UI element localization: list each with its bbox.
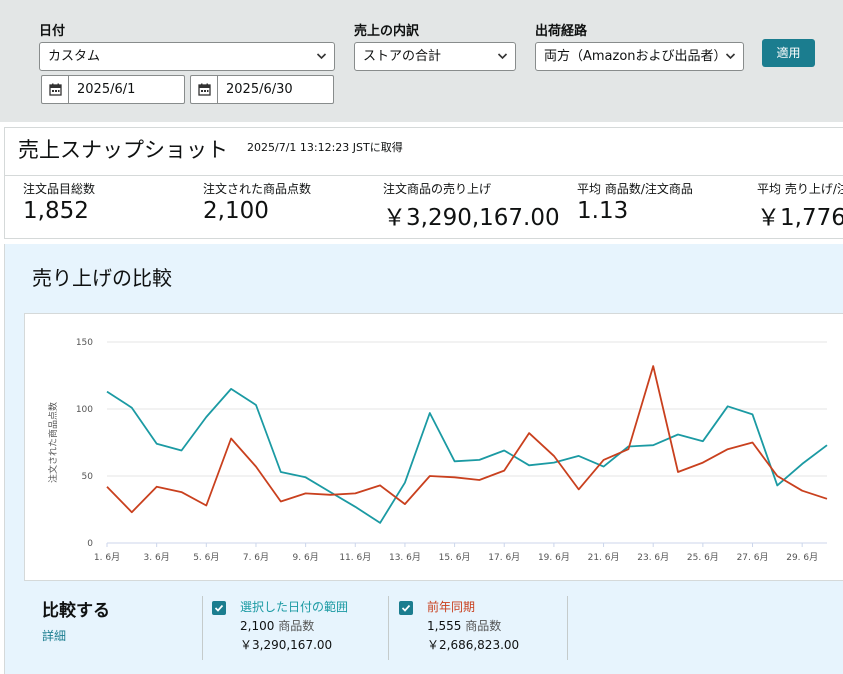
- x-tick-label: 11. 6月: [339, 552, 371, 563]
- x-tick-label: 7. 6月: [243, 552, 269, 563]
- prior-year-checkbox[interactable]: [399, 601, 413, 615]
- selected-range-checkbox[interactable]: [212, 601, 226, 615]
- channel-filter-label: 出荷経路: [535, 24, 588, 39]
- metric-value: 1,852: [23, 198, 89, 224]
- sales-snapshot: 売上スナップショット 2025/7/1 13:12:23 JSTに取得 注文品目…: [4, 127, 843, 239]
- legend-units: 2,100: [240, 619, 275, 633]
- end-date-value: 2025/6/30: [226, 82, 293, 97]
- metric-label: 平均 売り上げ/注文商品: [757, 182, 843, 196]
- metric-avg-sales: 平均 売り上げ/注文商品 ￥1,776: [757, 180, 843, 232]
- x-tick-label: 17. 6月: [488, 552, 520, 563]
- channel-value: 両方（Amazonおよび出品者）: [544, 49, 727, 64]
- breakdown-value: ストアの合計: [363, 49, 442, 64]
- legend-sales: ￥3,290,167.00: [240, 638, 333, 652]
- breakdown-select[interactable]: ストアの合計: [354, 42, 516, 71]
- sales-comparison: 売り上げの比較 0 50 100 150 1. 6月 3. 6月 5. 6月 7. 6月 9. …: [4, 244, 843, 674]
- x-tick-label: 15. 6月: [439, 552, 471, 563]
- x-tick-label: 21. 6月: [588, 552, 620, 563]
- y-tick-label: 0: [87, 539, 93, 549]
- chevron-down-icon: [725, 43, 736, 70]
- calendar-icon[interactable]: [42, 76, 69, 103]
- date-range-value: カスタム: [48, 49, 101, 64]
- divider: [388, 596, 389, 660]
- divider: [567, 596, 568, 660]
- x-tick-label: 23. 6月: [637, 552, 669, 563]
- metric-value: 1.13: [577, 198, 629, 224]
- x-tick-label: 1. 6月: [94, 552, 120, 563]
- metric-avg-units: 平均 商品数/注文商品 1.13: [577, 180, 693, 224]
- start-date-input[interactable]: 2025/6/1: [41, 75, 185, 104]
- apply-button[interactable]: 適用: [762, 39, 815, 67]
- metric-value: 2,100: [203, 198, 269, 224]
- date-range-select[interactable]: カスタム: [39, 42, 335, 71]
- line-chart: 0 50 100 150 1. 6月 3. 6月 5. 6月 7. 6月 9. 6月 11. 6月…: [47, 338, 828, 563]
- compare-heading: 比較する: [42, 601, 110, 621]
- metric-label: 注文された商品点数: [203, 182, 312, 196]
- comparison-title: 売り上げの比較: [32, 266, 172, 290]
- series-line-prior-year: [106, 365, 828, 514]
- y-tick-label: 150: [76, 338, 93, 348]
- legend-unit-label: 商品数: [278, 619, 315, 633]
- series-line-selected-range: [106, 388, 828, 524]
- filter-panel: 日付 カスタム 2025/6/1 2025/6/30 売上の内訳 ストアの合計 …: [0, 0, 843, 122]
- x-tick-label: 19. 6月: [538, 552, 570, 563]
- breakdown-filter-label: 売上の内訳: [354, 24, 420, 39]
- x-tick-label: 25. 6月: [687, 552, 719, 563]
- end-date-input[interactable]: 2025/6/30: [190, 75, 334, 104]
- start-date-value: 2025/6/1: [77, 82, 136, 97]
- x-tick-label: 13. 6月: [389, 552, 421, 563]
- metric-ordered-sales: 注文商品の売り上げ ￥3,290,167.00: [383, 180, 560, 232]
- fulfillment-channel-select[interactable]: 両方（Amazonおよび出品者）: [535, 42, 744, 71]
- x-tick-label: 3. 6月: [144, 552, 170, 563]
- y-axis-label: 注文された商品点数: [47, 402, 59, 483]
- divider: [202, 596, 203, 660]
- metric-value: ￥1,776: [757, 205, 843, 231]
- legend-unit-label: 商品数: [465, 619, 502, 633]
- legend-name: 選択した日付の範囲: [240, 600, 349, 614]
- details-link[interactable]: 詳細: [42, 629, 67, 643]
- metric-label: 注文商品の売り上げ: [383, 182, 492, 196]
- metric-order-items: 注文品目総数 1,852: [23, 180, 95, 224]
- snapshot-timestamp: 2025/7/1 13:12:23 JSTに取得: [247, 141, 403, 154]
- snapshot-title: 売上スナップショット: [18, 138, 228, 162]
- metric-label: 平均 商品数/注文商品: [577, 182, 693, 196]
- x-tick-label: 27. 6月: [737, 552, 769, 563]
- metric-value: ￥3,290,167.00: [383, 205, 560, 231]
- y-tick-label: 100: [76, 405, 93, 415]
- date-filter-label: 日付: [39, 24, 66, 39]
- comparison-chart: 0 50 100 150 1. 6月 3. 6月 5. 6月 7. 6月 9. 6月 11. 6月…: [24, 313, 843, 581]
- legend-name: 前年同期: [427, 600, 476, 614]
- metric-label: 注文品目総数: [23, 182, 96, 196]
- x-tick-label: 9. 6月: [293, 552, 319, 563]
- y-tick-label: 50: [82, 472, 94, 482]
- x-tick-label: 29. 6月: [786, 552, 818, 563]
- calendar-icon[interactable]: [191, 76, 218, 103]
- chevron-down-icon: [316, 43, 327, 70]
- divider: [5, 175, 843, 176]
- metric-units-ordered: 注文された商品点数 2,100: [203, 180, 311, 224]
- chevron-down-icon: [497, 43, 508, 70]
- legend-sales: ￥2,686,823.00: [427, 638, 520, 652]
- x-tick-label: 5. 6月: [193, 552, 219, 563]
- legend-units: 1,555: [427, 619, 462, 633]
